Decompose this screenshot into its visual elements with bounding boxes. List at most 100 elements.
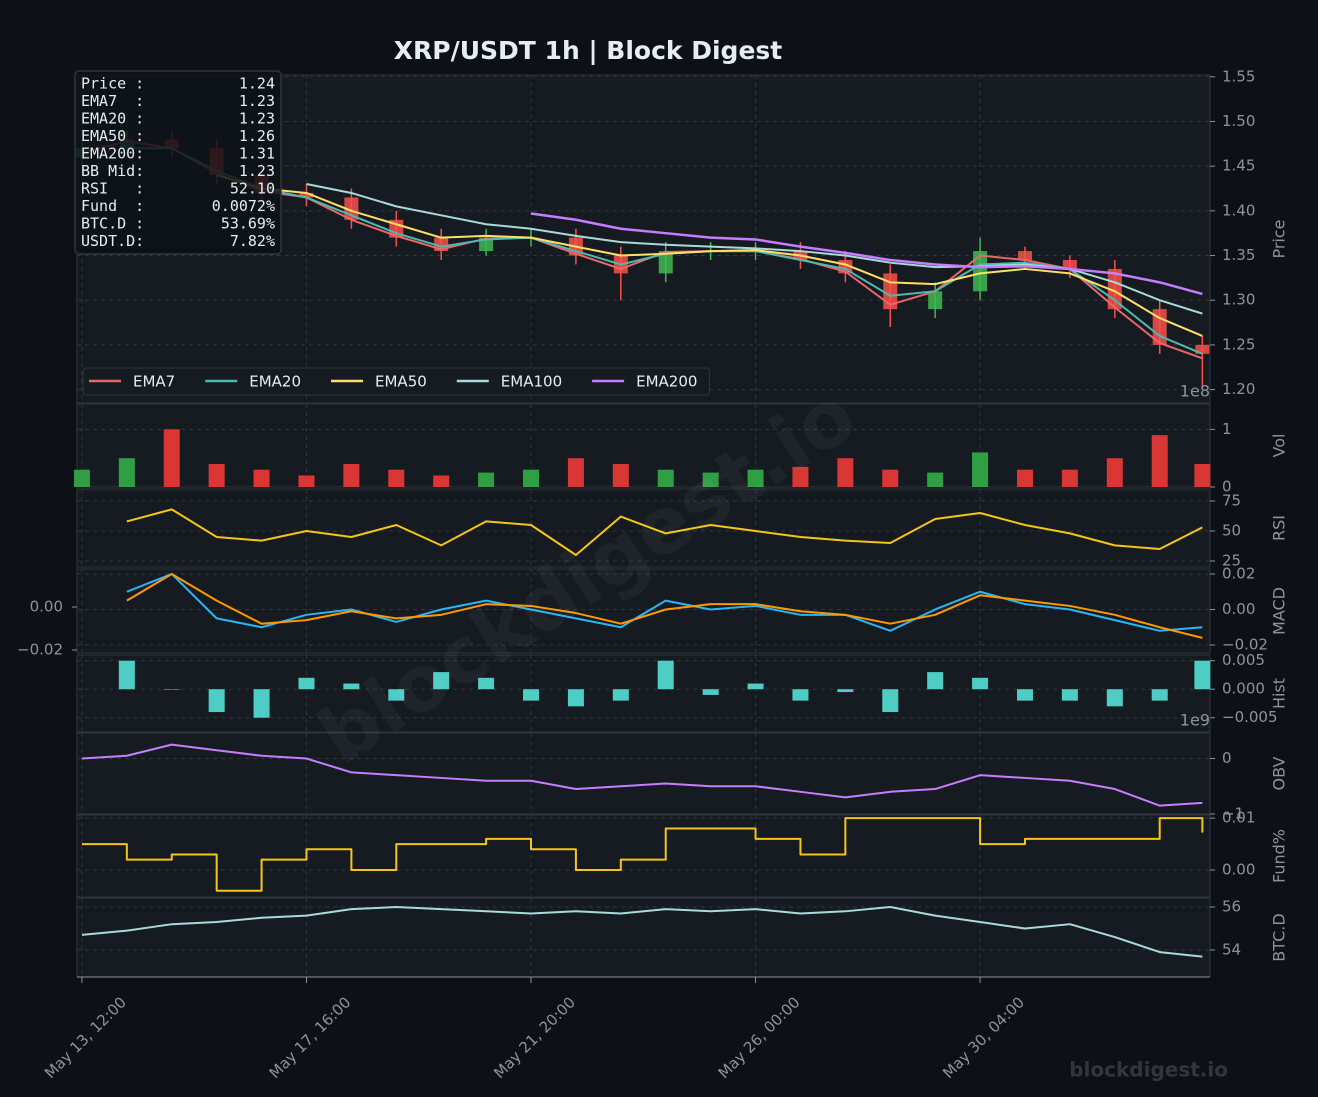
bar — [388, 689, 405, 701]
candle-body — [1017, 251, 1032, 261]
panel-background — [76, 654, 1211, 733]
series-line — [126, 572, 1203, 639]
offset-text: 1e8 — [1180, 382, 1210, 401]
legend: EMA7 EMA20 EMA50 EMA100 EMA200 — [82, 367, 710, 396]
info-label: Fund : — [81, 197, 144, 215]
info-value: 1.23 — [239, 162, 275, 180]
y-axis-label: BTC.D — [1270, 913, 1289, 961]
panel-background — [76, 732, 1211, 815]
bar — [523, 689, 540, 701]
y-axis-label: Hist — [1270, 678, 1289, 709]
bar — [567, 689, 584, 707]
y-tick-label: 1.50 — [1222, 112, 1255, 130]
bar — [1061, 689, 1078, 701]
info-value: 1.26 — [239, 127, 275, 145]
bar — [927, 472, 944, 487]
y-tick-label: 0.000 — [1222, 680, 1265, 698]
y-tick-label: 1 — [1222, 420, 1232, 438]
bar — [927, 672, 944, 690]
bar — [73, 469, 90, 487]
legend-label: EMA20 — [249, 373, 301, 391]
y-tick-label: 1.40 — [1222, 201, 1255, 219]
series-line — [216, 174, 1203, 337]
panel: −0.005 0.000 0.005 Hist — [76, 651, 1289, 733]
y-tick-label: 56 — [1222, 898, 1241, 916]
info-value: 52.10 — [230, 180, 275, 198]
panel: 0 1 Vol — [73, 403, 1289, 496]
legend-label: EMA7 — [133, 373, 175, 391]
y-axis-label: OBV — [1270, 756, 1289, 790]
bar — [657, 469, 674, 487]
bar — [1151, 689, 1168, 701]
series-line — [81, 906, 1203, 958]
watermark-corner: blockdigest.io — [1069, 1058, 1228, 1082]
candle-body — [389, 219, 404, 238]
info-box: Price : 1.24 EMA7 : 1.23 EMA20 : 1.23 EMA50 : 1… — [74, 70, 282, 255]
y-tick-label: 50 — [1222, 522, 1241, 540]
bar — [433, 475, 450, 487]
bar — [1016, 689, 1033, 701]
series-line — [126, 508, 1203, 556]
bar — [747, 683, 764, 690]
bar — [972, 677, 989, 690]
y-tick-label: 0.005 — [1222, 651, 1265, 669]
info-value: 1.23 — [239, 92, 275, 110]
info-label: BB Mid: — [81, 162, 144, 180]
bar — [837, 689, 854, 693]
bar — [523, 469, 540, 487]
panel-background — [76, 814, 1211, 898]
bar — [298, 677, 315, 690]
bar — [612, 463, 629, 487]
bar — [433, 672, 450, 690]
y-tick-label: 1.55 — [1222, 67, 1255, 85]
bar — [478, 677, 495, 690]
info-label: EMA7 : — [81, 92, 144, 110]
bar — [612, 689, 629, 701]
bar — [1106, 689, 1123, 707]
bar — [1016, 469, 1033, 487]
y-tick-label: 1.25 — [1222, 335, 1255, 353]
y-tick-label: 0 — [1222, 749, 1232, 767]
bar — [882, 689, 899, 713]
legend-box — [82, 367, 710, 396]
overlay: EMA7 EMA20 EMA50 EMA100 EMA200 Price : 1.24 EMA… — [74, 70, 1210, 730]
bar — [118, 458, 135, 487]
y-tick-label: −0.005 — [1222, 708, 1278, 726]
y-tick-label: 0.00 — [1222, 861, 1255, 879]
candle-body — [1195, 344, 1210, 354]
y-tick-label: 0 — [1222, 478, 1232, 496]
info-value: 1.31 — [239, 145, 275, 163]
info-label: EMA20 : — [81, 110, 144, 128]
series-line — [126, 572, 1203, 632]
candle-body — [1152, 309, 1167, 345]
bar — [972, 452, 989, 487]
bar — [657, 660, 674, 690]
y-tick-label: −0.02 — [1222, 636, 1268, 654]
bar — [343, 463, 360, 487]
bar — [388, 469, 405, 487]
bar — [253, 689, 270, 718]
bar — [837, 458, 854, 487]
info-label: EMA200: — [81, 145, 144, 163]
y-axis-label: Vol — [1270, 434, 1289, 458]
info-label: USDT.D: — [81, 232, 144, 250]
bar — [298, 475, 315, 487]
series-line — [81, 743, 1203, 807]
bar — [208, 689, 225, 713]
y-tick-label: 1.35 — [1222, 246, 1255, 264]
info-label: EMA50 : — [81, 127, 144, 145]
y-tick-label: 1.20 — [1222, 380, 1255, 398]
y2-tick-label: 0.00 — [30, 598, 63, 616]
y-tick-label: 1.30 — [1222, 291, 1255, 309]
bar — [792, 689, 809, 701]
legend-label: EMA50 — [375, 373, 427, 391]
panel-background — [76, 488, 1211, 568]
offset-text: 1e9 — [1180, 711, 1210, 730]
candle-body — [973, 251, 988, 292]
panel-background — [76, 568, 1211, 654]
candle-body — [299, 192, 314, 198]
legend-label: EMA200 — [636, 373, 697, 391]
y-axis-label: Fund% — [1270, 829, 1289, 883]
